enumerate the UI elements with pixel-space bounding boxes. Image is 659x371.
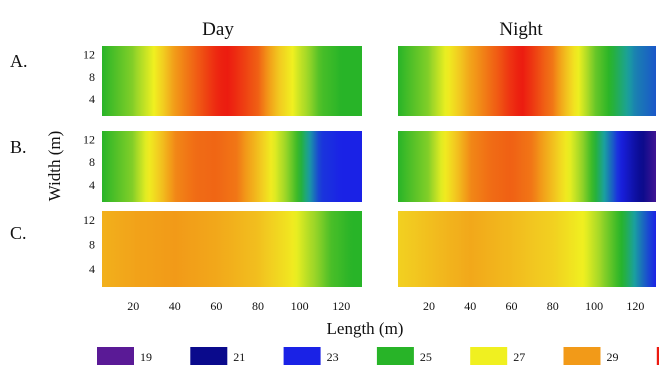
heatmap-panel-a-night	[398, 46, 656, 116]
column-title-day: Day	[202, 19, 234, 40]
y-tick-label-c-8: 8	[89, 237, 95, 251]
legend-swatch-19	[97, 347, 134, 365]
legend-label-19: 19	[140, 350, 152, 364]
legend-swatch-31	[656, 347, 659, 365]
y-tick-label-c-4: 4	[89, 262, 95, 276]
heatmap-panel-b-night	[398, 131, 656, 202]
x-tick-label-day-60: 60	[210, 299, 222, 313]
y-tick-label-a-12: 12	[83, 47, 95, 61]
legend-swatch-29	[563, 347, 601, 365]
row-label-b: B.	[10, 137, 27, 157]
legend-label-21: 21	[233, 350, 245, 364]
x-tick-label-day-120: 120	[332, 299, 350, 313]
legend-label-25: 25	[420, 350, 432, 364]
y-tick-label-b-4: 4	[89, 178, 95, 192]
y-tick-label-a-8: 8	[89, 70, 95, 84]
x-tick-label-night-100: 100	[585, 299, 603, 313]
legend-swatch-23	[283, 347, 321, 365]
legend-swatch-27	[470, 347, 508, 365]
x-tick-label-day-40: 40	[169, 299, 181, 313]
y-tick-label-b-8: 8	[89, 155, 95, 169]
y-axis-title: Width (m)	[45, 131, 64, 202]
y-tick-label-a-4: 4	[89, 92, 95, 106]
y-tick-label-c-12: 12	[83, 213, 95, 227]
heatmap-panel-c-night	[398, 211, 656, 287]
legend-label-23: 23	[327, 350, 339, 364]
x-tick-label-night-80: 80	[547, 299, 559, 313]
x-tick-label-night-40: 40	[464, 299, 476, 313]
row-label-a: A.	[10, 51, 28, 71]
legend-swatch-21	[190, 347, 228, 365]
y-tick-label-b-12: 12	[83, 133, 95, 147]
x-tick-label-day-20: 20	[127, 299, 139, 313]
legend-label-29: 29	[607, 350, 619, 364]
heatmap-panel-c-day	[102, 211, 362, 287]
x-tick-label-night-120: 120	[626, 299, 644, 313]
x-axis-title: Length (m)	[327, 319, 404, 338]
x-tick-label-day-80: 80	[252, 299, 264, 313]
heatmap-panel-a-day	[102, 46, 362, 116]
row-label-c: C.	[10, 223, 27, 243]
column-title-night: Night	[499, 19, 543, 40]
axis-ticks: 20 40 60 80 100 120 20 40 60 80 100 120 4 8 12 4 8 12 4 8 12	[83, 47, 644, 313]
legend-swatch-25	[376, 347, 414, 365]
heatmap-panels	[102, 46, 656, 287]
x-tick-label-night-60: 60	[506, 299, 518, 313]
x-tick-label-night-20: 20	[423, 299, 435, 313]
legend-label-27: 27	[513, 350, 525, 364]
color-legend: 19212325272931	[97, 347, 659, 365]
x-tick-label-day-100: 100	[291, 299, 309, 313]
heatmap-panel-b-day	[102, 131, 362, 202]
